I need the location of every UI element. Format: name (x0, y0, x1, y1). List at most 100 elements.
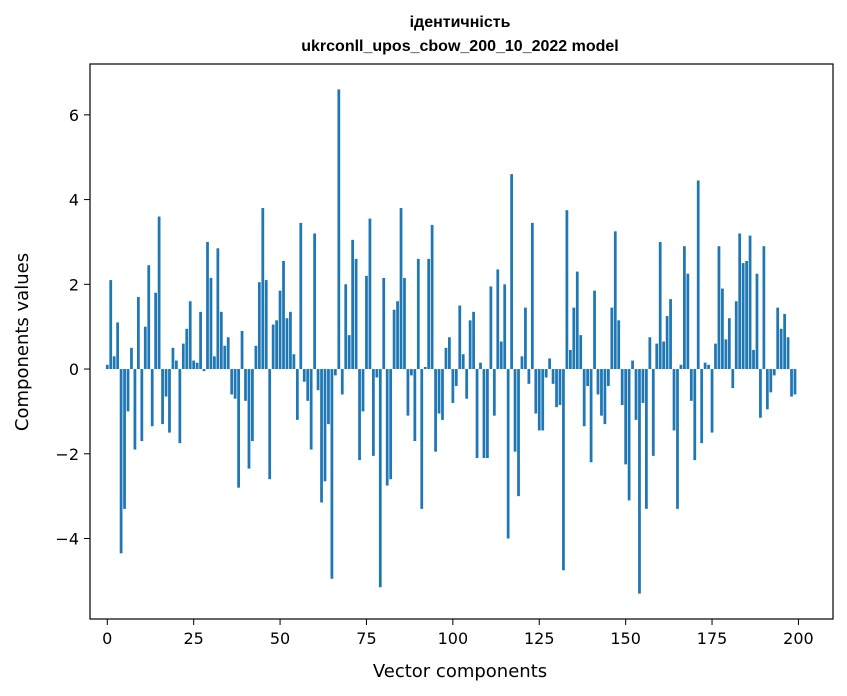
bar-0 (105, 364, 109, 370)
bar-70 (347, 335, 351, 370)
bar-133 (565, 210, 569, 370)
bar-37 (233, 369, 237, 399)
bar-100 (451, 369, 455, 403)
bar-119 (517, 369, 520, 497)
bar-68 (340, 369, 344, 395)
bar-152 (631, 360, 634, 370)
bar-116 (506, 369, 510, 539)
bar-143 (600, 369, 603, 416)
bar-60 (313, 233, 317, 370)
bar-73 (358, 369, 361, 461)
bar-141 (593, 290, 596, 370)
bar-107 (475, 369, 479, 459)
bar-176 (714, 343, 717, 370)
bar-150 (624, 369, 628, 465)
bar-48 (271, 324, 275, 370)
bar-148 (617, 320, 621, 370)
bar-111 (489, 286, 493, 370)
bar-82 (389, 369, 393, 480)
x-tick-label: 0 (102, 629, 112, 648)
bar-105 (468, 320, 472, 370)
bar-87 (406, 369, 410, 416)
bar-156 (645, 369, 648, 509)
bar-158 (651, 369, 655, 456)
bar-14 (154, 292, 158, 370)
bar-122 (527, 369, 531, 384)
bar-40 (244, 369, 247, 401)
bar-63 (323, 369, 327, 482)
x-tick-label: 150 (610, 629, 641, 648)
bar-66 (333, 369, 337, 376)
bar-192 (769, 369, 773, 393)
bar-182 (734, 301, 738, 370)
bar-179 (724, 339, 728, 370)
bar-157 (648, 337, 652, 370)
bar-160 (658, 241, 662, 370)
bar-173 (703, 362, 707, 370)
bar-139 (586, 369, 590, 386)
bar-153 (634, 369, 638, 420)
bar-56 (299, 222, 303, 370)
bar-67 (337, 89, 341, 370)
bar-125 (537, 369, 541, 431)
bar-132 (562, 369, 565, 571)
bar-52 (285, 318, 289, 370)
bar-198 (790, 369, 793, 397)
x-tick-label: 25 (183, 629, 203, 648)
bar-20 (175, 360, 178, 370)
y-tick-label: 0 (69, 360, 79, 379)
bar-103 (461, 354, 465, 370)
bar-174 (707, 364, 710, 370)
bar-58 (306, 369, 310, 401)
bar-3 (116, 322, 120, 370)
bar-194 (776, 307, 780, 370)
bar-171 (696, 180, 700, 370)
bar-140 (589, 369, 593, 463)
bar-90 (416, 258, 420, 370)
bar-142 (596, 369, 600, 395)
bar-181 (731, 369, 735, 389)
bar-161 (662, 341, 666, 370)
bar-127 (544, 369, 548, 378)
bar-86 (403, 277, 406, 370)
bar-124 (534, 369, 538, 414)
bar-65 (330, 369, 334, 579)
bar-180 (727, 318, 731, 370)
bar-163 (669, 299, 672, 370)
bar-185 (745, 261, 748, 370)
bar-197 (786, 337, 790, 370)
bar-46 (264, 280, 268, 370)
bar-6 (126, 369, 130, 412)
bar-109 (482, 369, 486, 459)
bar-177 (717, 246, 721, 370)
bar-22 (181, 343, 185, 370)
bar-188 (755, 273, 759, 370)
bar-96 (437, 369, 441, 414)
bar-59 (309, 369, 313, 450)
plot-frame (89, 63, 834, 620)
bar-187 (752, 349, 755, 370)
bar-104 (465, 369, 469, 399)
bar-147 (613, 231, 617, 370)
bar-164 (672, 369, 676, 431)
y-tick-label: −2 (55, 445, 79, 464)
bar-106 (472, 311, 475, 370)
bar-4 (119, 369, 123, 554)
x-tick-label: 125 (524, 629, 555, 648)
bar-115 (503, 284, 507, 370)
bar-75 (365, 275, 368, 370)
bar-13 (150, 369, 154, 427)
bar-23 (185, 328, 189, 370)
bar-189 (759, 369, 762, 418)
bar-36 (230, 369, 234, 395)
bar-120 (520, 356, 524, 370)
bar-97 (441, 369, 444, 420)
bar-84 (396, 301, 399, 370)
bar-149 (620, 369, 624, 406)
bar-62 (320, 369, 323, 503)
bar-71 (351, 239, 355, 370)
bar-134 (568, 349, 572, 370)
bar-117 (510, 174, 513, 370)
bar-190 (762, 246, 766, 370)
bar-154 (638, 369, 641, 594)
